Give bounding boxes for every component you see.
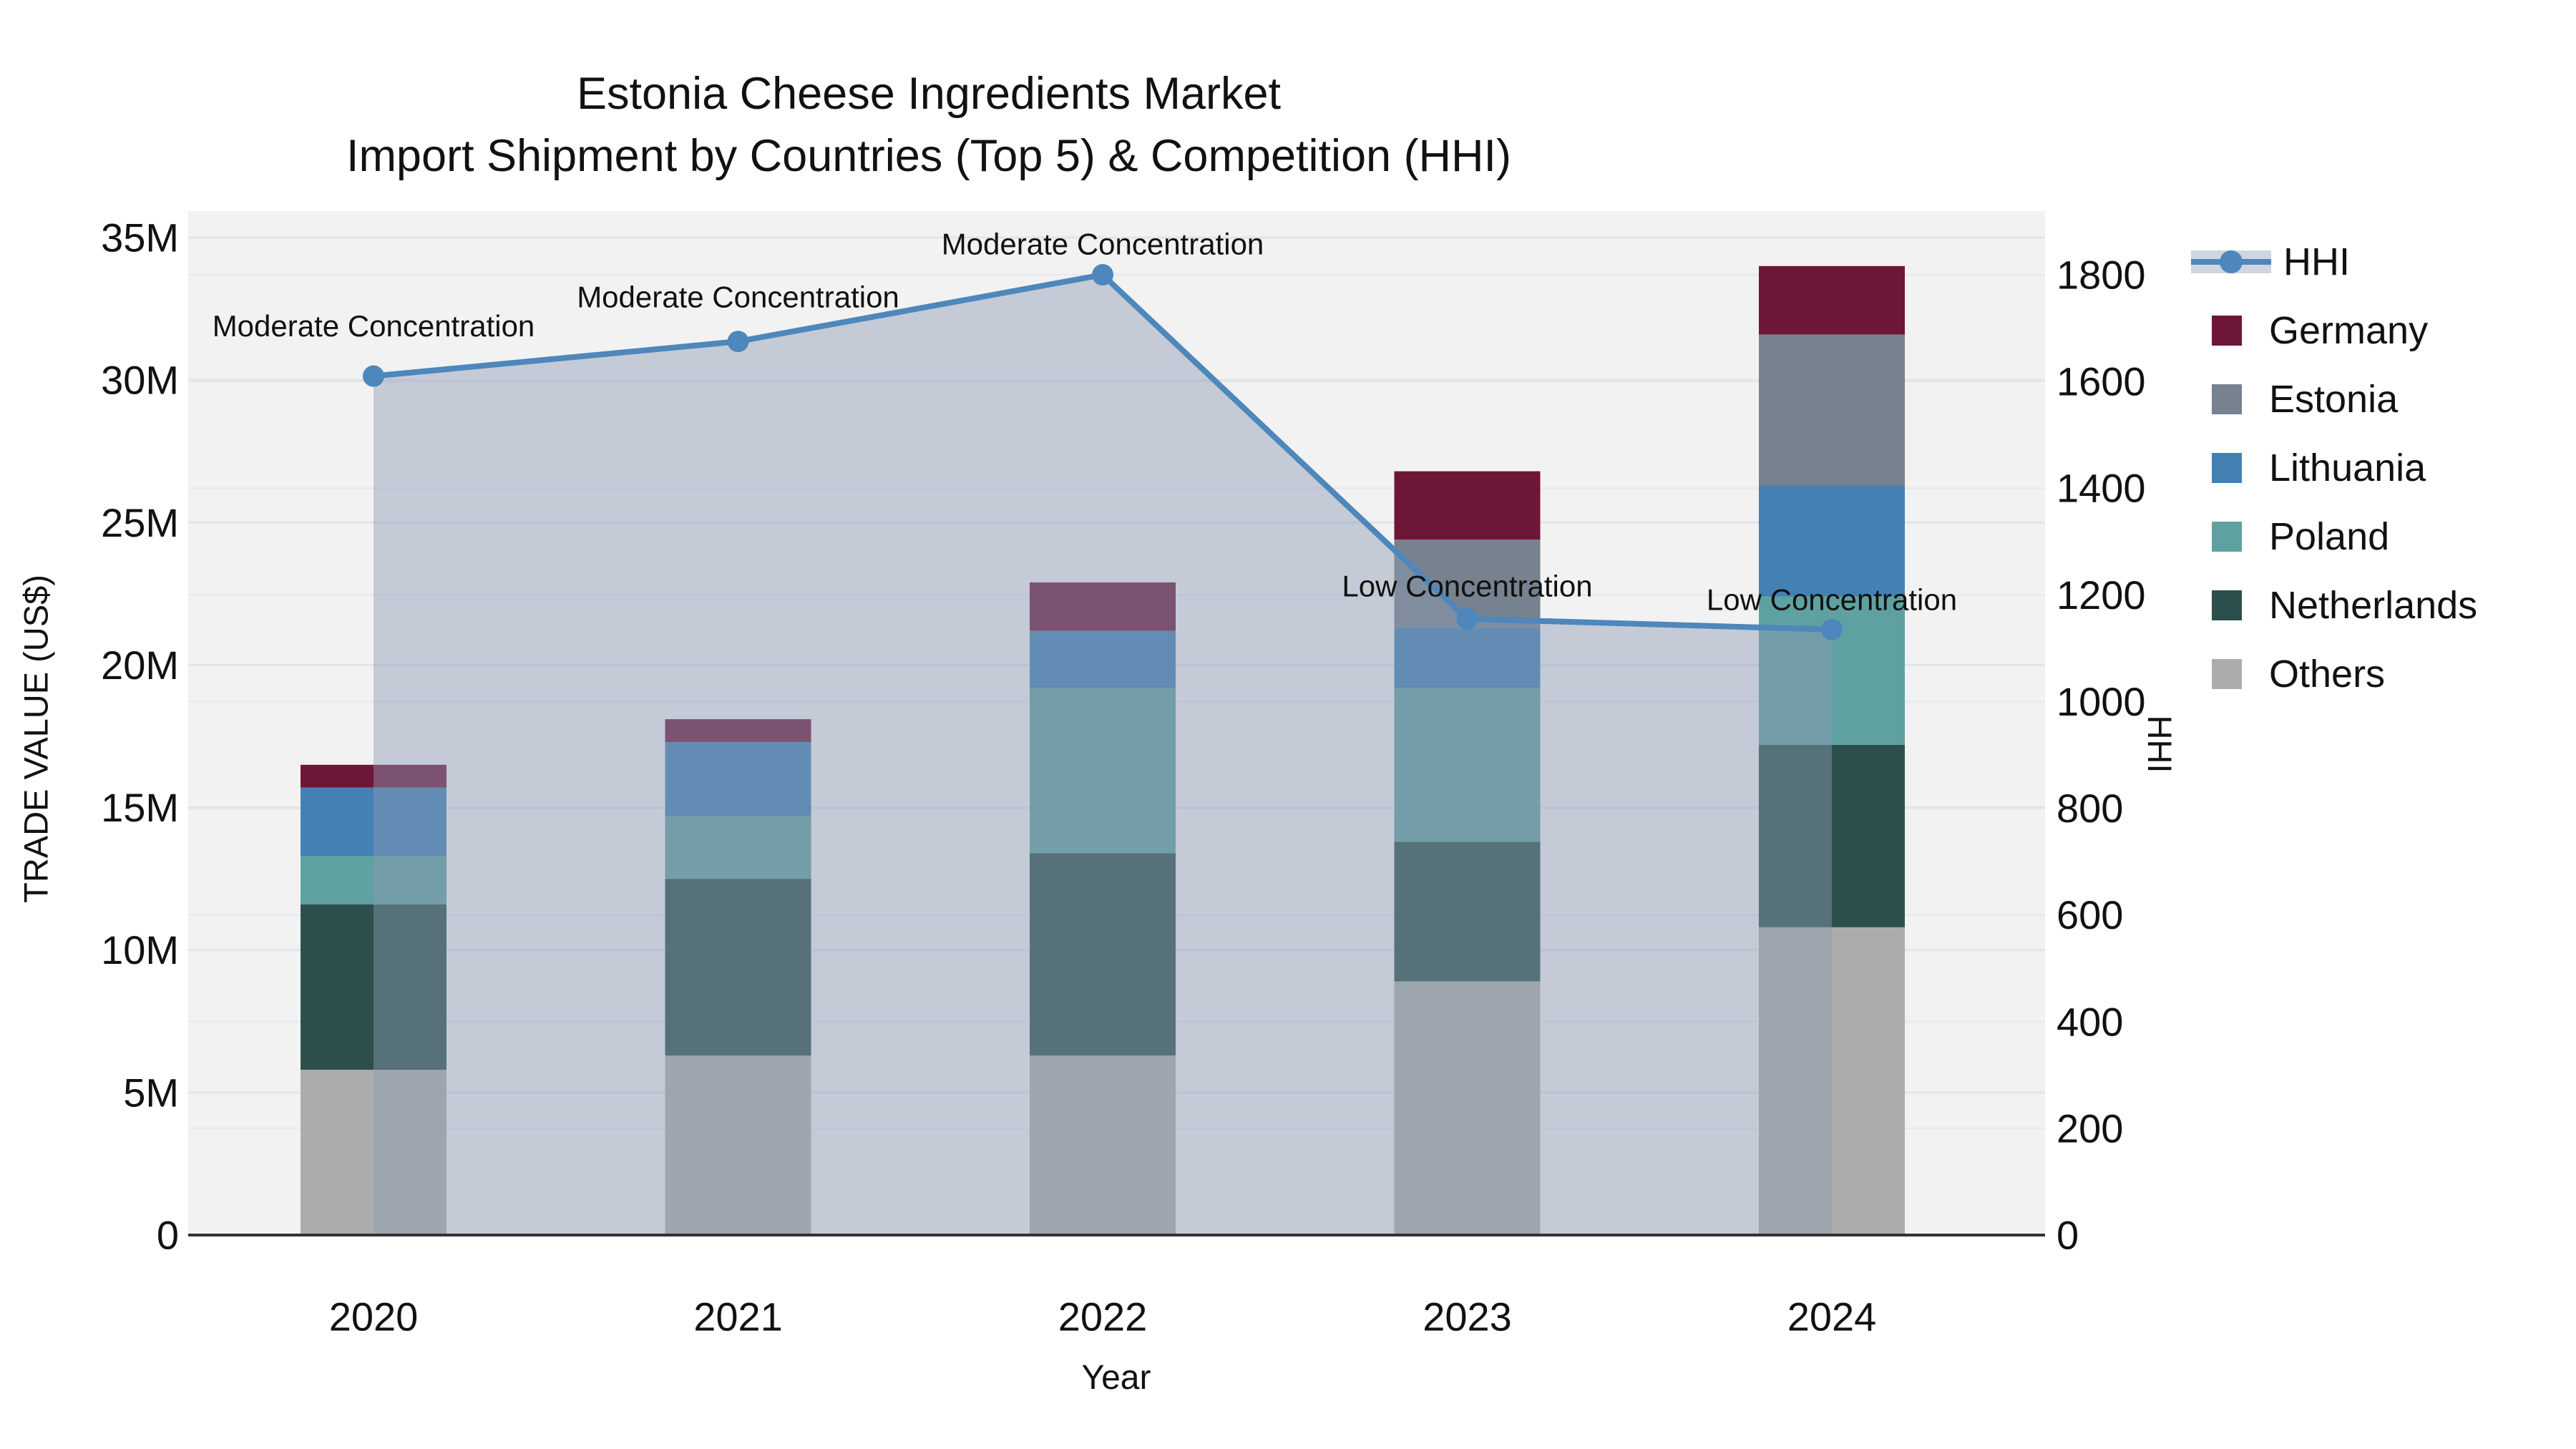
bar-segment-netherlands-2023[interactable] xyxy=(1394,841,1541,982)
bar-segment-lithuania-2022[interactable] xyxy=(1030,630,1176,688)
bar-segment-germany-2024[interactable] xyxy=(1759,265,1905,335)
bar-segment-others-2023[interactable] xyxy=(1394,981,1541,1235)
bar-segment-poland-2020[interactable] xyxy=(301,856,447,904)
x-tick-2024: 2024 xyxy=(1787,1294,1877,1340)
legend-swatch-netherlands xyxy=(2212,590,2242,620)
bar-segment-estonia-2024[interactable] xyxy=(1759,334,1905,486)
right-tick-1200: 1200 xyxy=(2057,572,2146,618)
legend-label-others: Others xyxy=(2269,653,2386,696)
right-tick-400: 400 xyxy=(2057,999,2123,1044)
right-tick-1400: 1400 xyxy=(2057,466,2146,511)
legend-item-lithuania[interactable]: Lithuania xyxy=(2191,434,2477,502)
annotation-2021: Moderate Concentration xyxy=(577,280,899,314)
hhi-marker-2020[interactable] xyxy=(363,365,384,387)
bar-segment-netherlands-2021[interactable] xyxy=(665,879,811,1056)
left-tick-25M: 25M xyxy=(101,500,179,545)
annotation-2023: Low Concentration xyxy=(1342,569,1592,602)
legend-item-others[interactable]: Others xyxy=(2191,640,2477,708)
bar-segment-lithuania-2023[interactable] xyxy=(1394,628,1541,688)
left-tick-15M: 15M xyxy=(101,785,179,830)
left-tick-10M: 10M xyxy=(101,927,179,972)
hhi-legend-symbol xyxy=(2191,248,2271,276)
bar-segment-others-2022[interactable] xyxy=(1030,1055,1176,1235)
right-axis-title: HHI xyxy=(2141,715,2179,774)
left-tick-20M: 20M xyxy=(101,643,179,688)
bar-segment-others-2020[interactable] xyxy=(301,1069,447,1235)
x-axis-title: Year xyxy=(1081,1359,1151,1397)
bar-segment-netherlands-2022[interactable] xyxy=(1030,853,1176,1056)
x-tick-2022: 2022 xyxy=(1058,1294,1148,1340)
hhi-marker-2024[interactable] xyxy=(1821,618,1843,640)
right-tick-1000: 1000 xyxy=(2057,679,2146,724)
right-tick-600: 600 xyxy=(2057,892,2123,937)
annotation-2024: Low Concentration xyxy=(1707,582,1957,616)
legend-label-lithuania: Lithuania xyxy=(2269,447,2426,489)
x-tick-2021: 2021 xyxy=(693,1294,783,1340)
bar-segment-netherlands-2024[interactable] xyxy=(1759,744,1905,927)
legend-label-poland: Poland xyxy=(2269,515,2390,558)
right-tick-0: 0 xyxy=(2057,1213,2079,1258)
bar-segment-lithuania-2021[interactable] xyxy=(665,741,811,816)
left-tick-30M: 30M xyxy=(101,358,179,403)
legend-swatch-poland xyxy=(2212,522,2242,552)
hhi-marker-2023[interactable] xyxy=(1456,608,1478,630)
hhi-area-fill xyxy=(374,275,1832,1235)
legend-label-hhi: HHI xyxy=(2283,240,2350,283)
left-tick-0: 0 xyxy=(157,1213,179,1258)
legend-swatch-estonia xyxy=(2212,384,2242,414)
bar-segment-others-2024[interactable] xyxy=(1759,927,1905,1235)
right-tick-1600: 1600 xyxy=(2057,359,2146,404)
bar-segment-germany-2023[interactable] xyxy=(1394,471,1541,540)
legend: HHI Germany Estonia Lithuania Poland Netherla… xyxy=(2191,228,2477,708)
annotation-2022: Moderate Concentration xyxy=(942,228,1264,261)
bar-segment-poland-2021[interactable] xyxy=(665,816,811,879)
bar-segment-germany-2021[interactable] xyxy=(665,719,811,742)
legend-swatch-germany xyxy=(2212,316,2242,346)
bar-segment-poland-2022[interactable] xyxy=(1030,688,1176,854)
x-tick-2023: 2023 xyxy=(1423,1294,1512,1340)
bar-segment-germany-2022[interactable] xyxy=(1030,582,1176,631)
left-axis-title: TRADE VALUE (US$) xyxy=(16,575,55,903)
annotation-2020: Moderate Concentration xyxy=(213,309,535,343)
hhi-marker-2022[interactable] xyxy=(1092,264,1113,286)
legend-item-germany[interactable]: Germany xyxy=(2191,296,2477,365)
bar-segment-lithuania-2020[interactable] xyxy=(301,787,447,857)
legend-swatch-lithuania xyxy=(2212,453,2242,483)
legend-item-poland[interactable]: Poland xyxy=(2191,502,2477,571)
right-tick-1800: 1800 xyxy=(2057,253,2146,298)
left-tick-35M: 35M xyxy=(101,215,179,260)
legend-item-hhi[interactable]: HHI xyxy=(2191,228,2477,296)
bar-segment-lithuania-2024[interactable] xyxy=(1759,485,1905,597)
bar-segment-others-2021[interactable] xyxy=(665,1055,811,1235)
legend-label-germany: Germany xyxy=(2269,309,2429,352)
bar-segment-germany-2020[interactable] xyxy=(301,764,447,788)
bar-segment-poland-2023[interactable] xyxy=(1394,688,1541,842)
left-tick-5M: 5M xyxy=(123,1070,179,1115)
legend-label-netherlands: Netherlands xyxy=(2269,584,2478,627)
right-tick-200: 200 xyxy=(2057,1106,2123,1151)
x-tick-2020: 2020 xyxy=(329,1294,419,1340)
legend-item-estonia[interactable]: Estonia xyxy=(2191,365,2477,434)
legend-swatch-others xyxy=(2212,659,2242,689)
legend-label-estonia: Estonia xyxy=(2269,378,2399,421)
bar-segment-netherlands-2020[interactable] xyxy=(301,904,447,1070)
hhi-marker-2021[interactable] xyxy=(727,331,749,353)
right-tick-800: 800 xyxy=(2057,786,2123,831)
legend-item-netherlands[interactable]: Netherlands xyxy=(2191,571,2477,640)
